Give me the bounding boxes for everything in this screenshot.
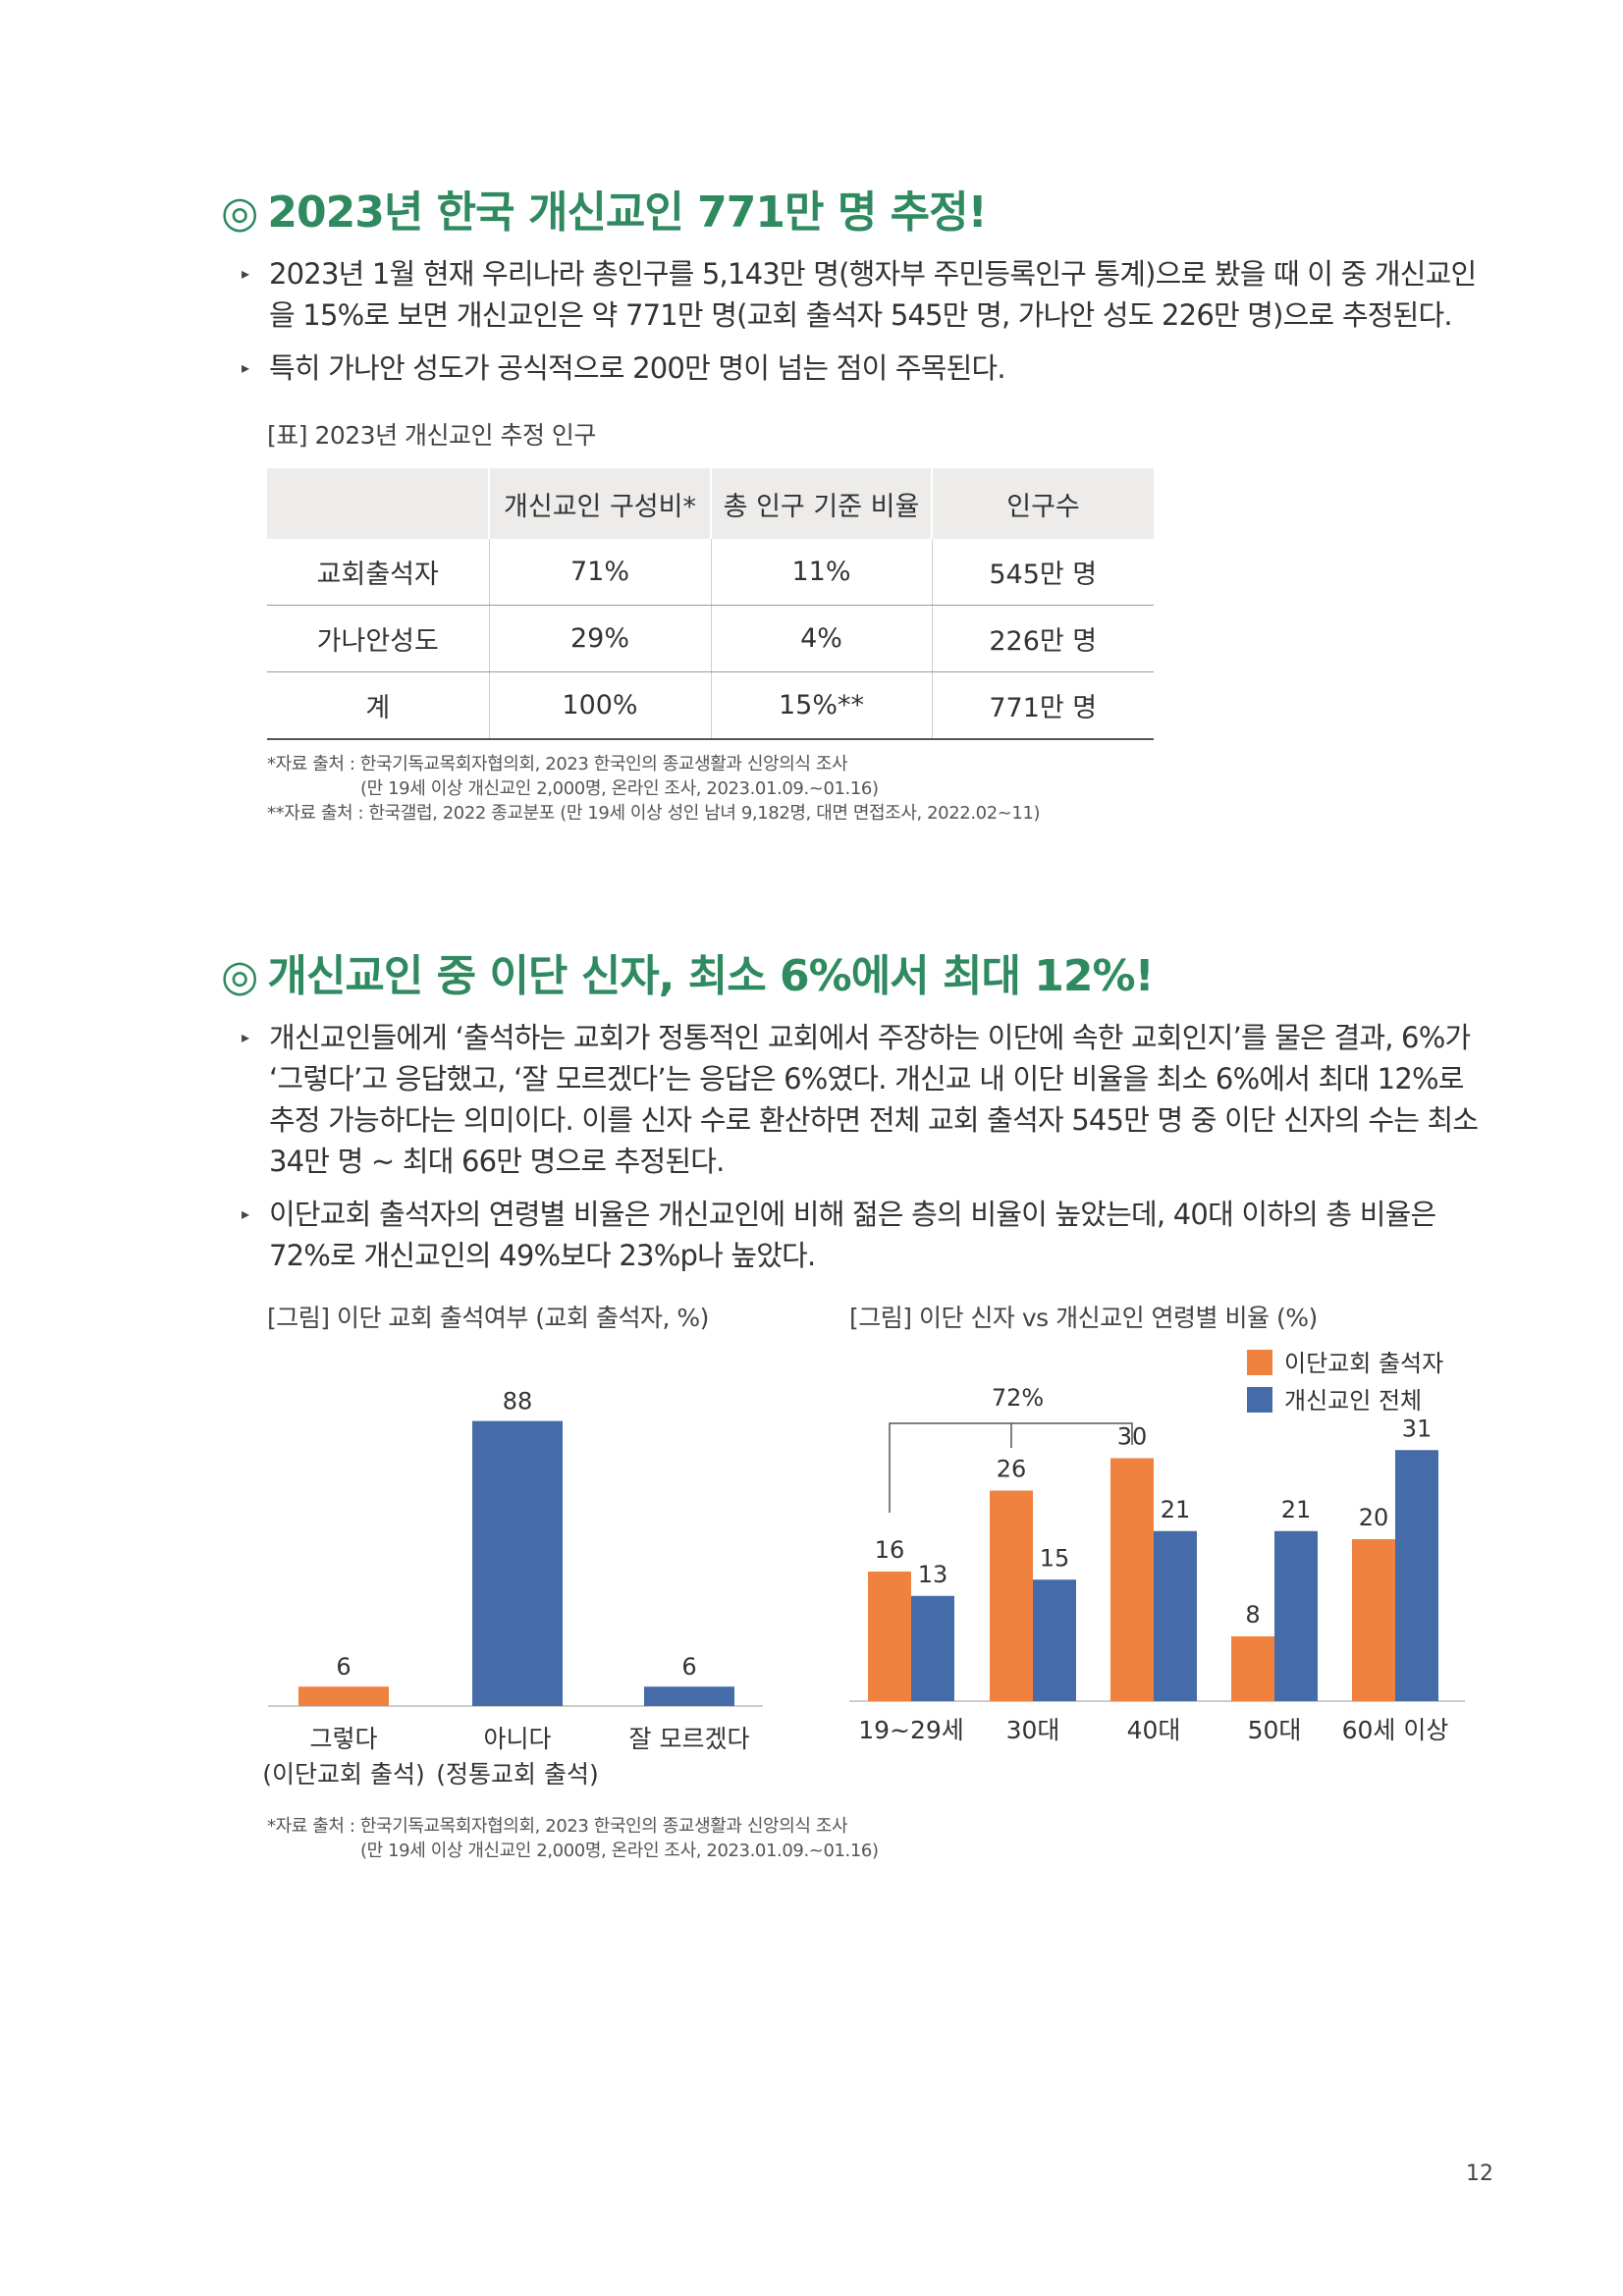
table-header: 총 인구 기준 비율	[711, 468, 933, 539]
bar-value-label: 13	[918, 1561, 948, 1588]
table-row: 교회출석자 71% 11% 545만 명	[267, 539, 1154, 606]
table-row: 가나안성도 29% 4% 226만 명	[267, 605, 1154, 672]
table-cell: 15%**	[711, 671, 933, 740]
table-caption: [표] 2023년 개신교인 추정 인구	[267, 421, 596, 450]
bullet-triangle-icon: ▸	[242, 1204, 249, 1223]
bar	[1110, 1458, 1154, 1701]
bar-value-label: 31	[1402, 1415, 1433, 1442]
annotation-label: 72%	[992, 1384, 1044, 1412]
source-line: (만 19세 이상 개신교인 2,000명, 온라인 조사, 2023.01.0…	[360, 778, 879, 799]
bullet-triangle-icon: ▸	[242, 1028, 249, 1046]
table-cell: 11%	[711, 539, 933, 606]
x-tick-label: (이단교회 출석)	[262, 1760, 424, 1789]
source-line: (만 19세 이상 개신교인 2,000명, 온라인 조사, 2023.01.0…	[360, 1841, 879, 1861]
legend-label: 개신교인 전체	[1284, 1387, 1422, 1415]
table-cell: 100%	[489, 671, 712, 740]
table-cell: 545만 명	[932, 539, 1154, 606]
section2-title-text: 개신교인 중 이단 신자, 최소 6%에서 최대 12%!	[267, 951, 1154, 1001]
table-cell: 771만 명	[932, 671, 1154, 740]
bar	[990, 1490, 1033, 1701]
source-line: **자료 출처 : 한국갤럽, 2022 종교분포 (만 19세 이상 성인 남…	[267, 803, 1041, 824]
bullet-text: 개신교인들에게 ‘출석하는 교회가 정통적인 교회에서 주장하는 이단에 속한 …	[269, 1021, 1479, 1178]
population-table: 개신교인 구성비* 총 인구 기준 비율 인구수 교회출석자 71% 11% 5…	[267, 468, 1154, 740]
double-circle-icon: ◎	[221, 187, 258, 238]
table-row: 계 100% 15%** 771만 명	[267, 671, 1154, 740]
list-item: ▸ 특히 가나안 성도가 공식적으로 200만 명이 넘는 점이 주목된다.	[236, 347, 1483, 389]
x-tick-label: 그렇다	[309, 1725, 377, 1753]
source-line: *자료 출처 : 한국기독교목회자협의회, 2023 한국인의 종교생활과 신앙…	[267, 1816, 848, 1837]
bar-value-label: 88	[503, 1388, 533, 1415]
bar-value-label: 15	[1040, 1544, 1070, 1572]
bar-value-label: 16	[875, 1536, 905, 1564]
list-item: ▸ 이단교회 출석자의 연령별 비율은 개신교인에 비해 젊은 층의 비율이 높…	[236, 1194, 1483, 1276]
bar-value-label: 21	[1281, 1496, 1312, 1523]
x-tick-label: 19~29세	[858, 1716, 964, 1744]
x-tick-label: (정통교회 출석)	[436, 1760, 598, 1789]
bar	[1395, 1450, 1438, 1701]
list-item: ▸ 2023년 1월 현재 우리나라 총인구를 5,143만 명(행자부 주민등…	[236, 253, 1483, 336]
bullet-triangle-icon: ▸	[242, 264, 249, 283]
x-tick-label: 50대	[1248, 1716, 1302, 1744]
table-header-row: 개신교인 구성비* 총 인구 기준 비율 인구수	[267, 468, 1154, 539]
bar-value-label: 26	[997, 1456, 1027, 1483]
section1-bullets: ▸ 2023년 1월 현재 우리나라 총인구를 5,143만 명(행자부 주민등…	[236, 253, 1483, 400]
chart1-title: [그림] 이단 교회 출석여부 (교회 출석자, %)	[267, 1304, 709, 1332]
source-line: *자료 출처 : 한국기독교목회자협의회, 2023 한국인의 종교생활과 신앙…	[267, 754, 848, 774]
bar	[1033, 1579, 1076, 1701]
table-cell: 226만 명	[932, 605, 1154, 672]
list-item: ▸ 개신교인들에게 ‘출석하는 교회가 정통적인 교회에서 주장하는 이단에 속…	[236, 1017, 1483, 1182]
bar-value-label: 21	[1161, 1496, 1191, 1523]
legend-label: 이단교회 출석자	[1284, 1350, 1443, 1377]
bar	[1274, 1530, 1318, 1701]
source-note: *자료 출처 : 한국기독교목회자협의회, 2023 한국인의 종교생활과 신앙…	[267, 752, 1041, 826]
bullet-triangle-icon: ▸	[242, 358, 249, 377]
table-cell: 가나안성도	[267, 605, 490, 672]
x-tick-label: 아니다	[483, 1725, 551, 1753]
bullet-text: 이단교회 출석자의 연령별 비율은 개신교인에 비해 젊은 층의 비율이 높았는…	[269, 1198, 1436, 1272]
bullet-text: 2023년 1월 현재 우리나라 총인구를 5,143만 명(행자부 주민등록인…	[269, 257, 1477, 332]
bar	[911, 1595, 954, 1701]
table-header	[267, 468, 490, 539]
table-header: 인구수	[932, 468, 1154, 539]
source-note: *자료 출처 : 한국기독교목회자협의회, 2023 한국인의 종교생활과 신앙…	[267, 1814, 879, 1863]
bar-value-label: 6	[336, 1653, 351, 1681]
bar	[298, 1686, 389, 1706]
legend-swatch	[1247, 1350, 1272, 1375]
page-number: 12	[1466, 2162, 1493, 2186]
bar-value-label: 8	[1245, 1601, 1260, 1629]
attendance-bar-chart: 6 그렇다 (이단교회 출석) 88 아니다 (정통교회 출석) 6 잘 모르겠다	[262, 1388, 763, 1789]
section2-bullets: ▸ 개신교인들에게 ‘출석하는 교회가 정통적인 교회에서 주장하는 이단에 속…	[236, 1017, 1483, 1288]
bar	[1154, 1530, 1197, 1701]
bar-value-label: 6	[681, 1653, 696, 1681]
table-cell: 계	[267, 671, 490, 740]
bullet-text: 특히 가나안 성도가 공식적으로 200만 명이 넘는 점이 주목된다.	[269, 351, 1006, 385]
bar	[472, 1420, 563, 1706]
section2-title: ◎ 개신교인 중 이단 신자, 최소 6%에서 최대 12%!	[221, 940, 1155, 1003]
bracket-annotation	[889, 1422, 1133, 1513]
x-tick-label: 30대	[1006, 1716, 1060, 1744]
table-cell: 4%	[711, 605, 933, 672]
bar	[1231, 1636, 1274, 1701]
x-tick-label: 40대	[1127, 1716, 1181, 1744]
bar-value-label: 20	[1359, 1504, 1389, 1531]
section1-title: ◎ 2023년 한국 개신교인 771만 명 추정!	[221, 177, 988, 240]
section1-title-text: 2023년 한국 개신교인 771만 명 추정!	[267, 187, 987, 238]
x-tick-label: 60세 이상	[1342, 1716, 1449, 1744]
bar	[644, 1686, 734, 1706]
bar	[1352, 1539, 1395, 1701]
table-header: 개신교인 구성비*	[489, 468, 712, 539]
table-cell: 71%	[489, 539, 712, 606]
legend-swatch	[1247, 1387, 1272, 1413]
x-tick-label: 잘 모르겠다	[629, 1725, 750, 1753]
bar	[868, 1572, 911, 1701]
double-circle-icon: ◎	[221, 951, 258, 1001]
table-cell: 29%	[489, 605, 712, 672]
chart2-title: [그림] 이단 신자 vs 개신교인 연령별 비율 (%)	[849, 1304, 1318, 1332]
table-cell: 교회출석자	[267, 539, 490, 606]
